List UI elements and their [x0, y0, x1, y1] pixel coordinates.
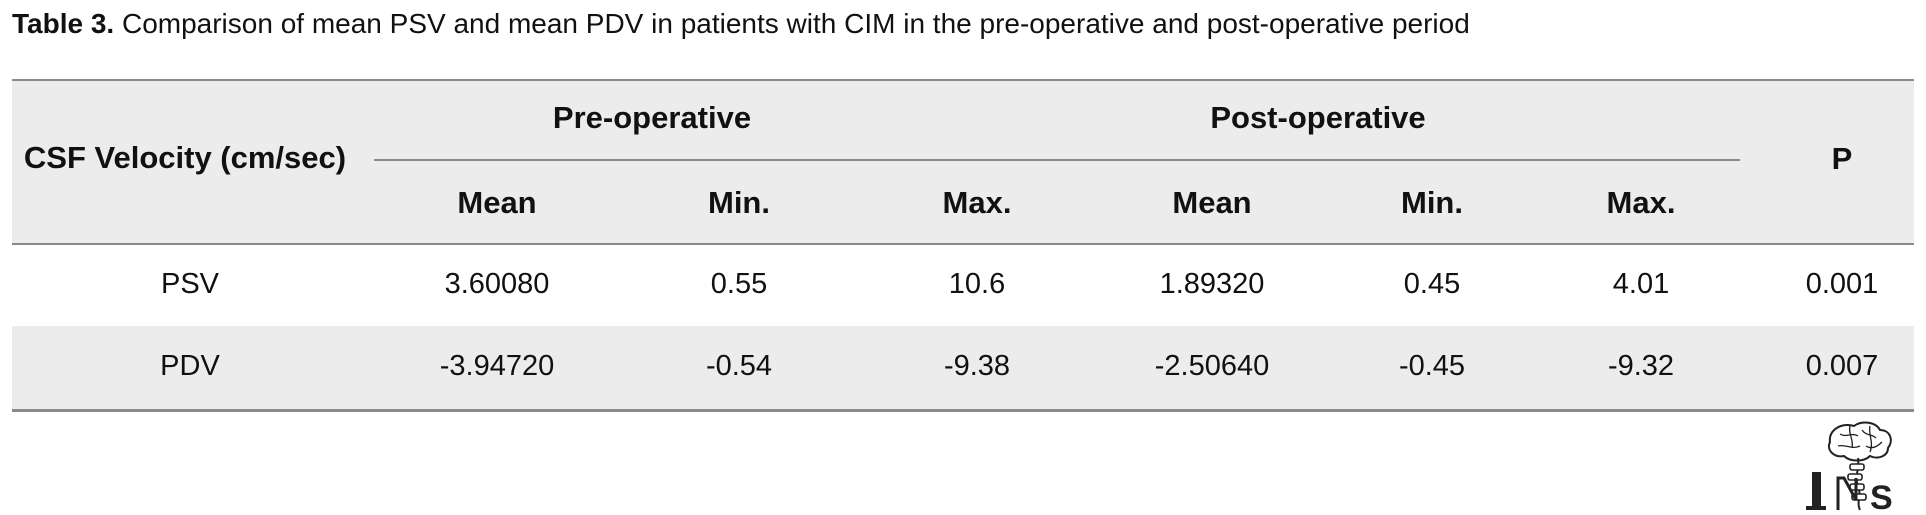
row-label-pdv: PDV: [160, 350, 220, 382]
row-stripe: [12, 326, 1914, 409]
table-cell: 4.01: [1612, 268, 1670, 300]
group-header-post-operative: Post-operative: [1210, 100, 1426, 135]
group-header-pre-operative: Pre-operative: [552, 100, 752, 135]
header-bottom-rule: [12, 243, 1914, 245]
table-cell: -3.94720: [439, 350, 555, 382]
table-cell: 0.55: [710, 268, 768, 300]
table-cell: 0.45: [1403, 268, 1461, 300]
table-cell: 10.6: [948, 268, 1006, 300]
group-underline: [374, 159, 1740, 161]
svg-text:S: S: [1870, 479, 1893, 512]
table-caption-label: Table 3.: [12, 8, 115, 39]
row-label-psv: PSV: [160, 268, 220, 300]
header-background: [12, 79, 1914, 243]
table-cell: -9.32: [1607, 350, 1675, 382]
subheader-pre-max: Max.: [942, 185, 1012, 220]
subheader-pre-mean: Mean: [457, 185, 537, 220]
table-cell: 3.60080: [444, 268, 550, 300]
p-value-cell: 0.001: [1805, 268, 1879, 300]
table-top-rule: [12, 79, 1914, 81]
table-cell: -2.50640: [1154, 350, 1270, 382]
table-bottom-rule: [12, 409, 1914, 412]
table-caption-text: Comparison of mean PSV and mean PDV in p…: [121, 8, 1470, 39]
table-caption: Table 3. Comparison of mean PSV and mean…: [12, 6, 1470, 42]
table-cell: -0.45: [1398, 350, 1466, 382]
comparison-table: CSF Velocity (cm/sec) Pre-operative Post…: [12, 79, 1914, 412]
subheader-pre-min: Min.: [708, 185, 770, 220]
table-cell: -9.38: [943, 350, 1011, 382]
table-cell: 1.89320: [1159, 268, 1265, 300]
subheader-post-mean: Mean: [1172, 185, 1252, 220]
p-header: P: [1831, 141, 1853, 176]
row-header-label: CSF Velocity (cm/sec): [23, 140, 347, 175]
brain-spine-logo-icon: S: [1806, 421, 1893, 512]
subheader-post-min: Min.: [1401, 185, 1463, 220]
table-cell: -0.54: [705, 350, 773, 382]
p-value-cell: 0.007: [1805, 350, 1879, 382]
subheader-post-max: Max.: [1606, 185, 1676, 220]
